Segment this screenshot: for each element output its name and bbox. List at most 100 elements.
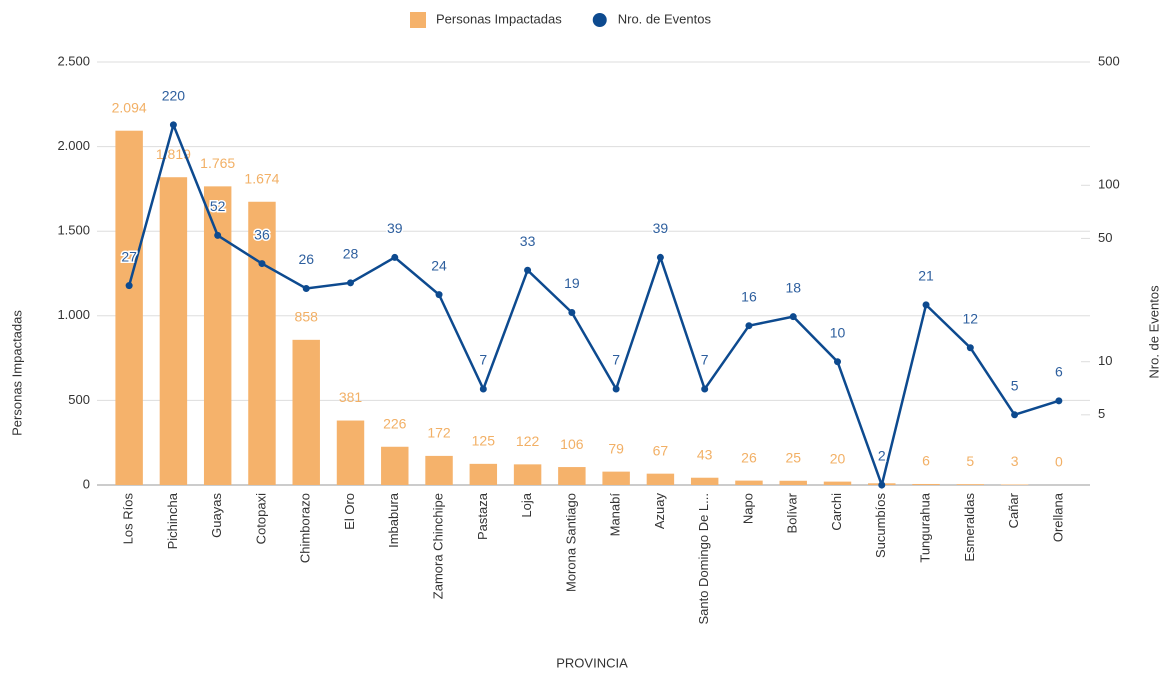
bar-value-label: 1.674	[244, 170, 279, 186]
line-value-label: 2	[878, 448, 886, 464]
line-point	[214, 231, 222, 239]
bar	[425, 455, 453, 485]
legend-swatch	[410, 12, 426, 28]
y-tick-label: 2.500	[57, 53, 90, 68]
bar-value-label: 79	[608, 440, 624, 456]
bar	[779, 480, 807, 485]
line-point	[347, 279, 354, 287]
x-tick-label: El Oro	[342, 493, 357, 530]
y-tick-label: 1.500	[57, 223, 90, 238]
bar	[115, 130, 143, 486]
line-point	[612, 385, 620, 393]
bar-value-label: 226	[383, 415, 407, 431]
bar	[469, 463, 498, 485]
line-point	[568, 309, 576, 317]
line-point	[745, 322, 753, 330]
x-tick-label: Napo	[740, 493, 755, 524]
bar	[602, 471, 630, 485]
line-value-label: 28	[343, 246, 359, 262]
bar	[735, 480, 763, 485]
bar-value-label: 381	[339, 389, 363, 405]
line-point	[966, 344, 974, 352]
line-point	[789, 313, 797, 321]
line-value-label: 6	[1055, 364, 1063, 380]
y2-tick-label: 100	[1098, 177, 1120, 192]
bar-value-label: 1.765	[200, 155, 235, 171]
x-tick-label: Santo Domingo De L...	[696, 493, 711, 625]
line-value-label: 52	[210, 198, 226, 214]
bar-value-label: 6	[922, 453, 930, 469]
line-value-label: 39	[653, 220, 669, 236]
line-point	[435, 291, 443, 299]
bar	[336, 420, 365, 485]
x-tick-label: Loja	[519, 492, 534, 517]
line-value-label: 19	[564, 275, 580, 291]
bar	[646, 473, 675, 485]
bar	[381, 446, 409, 485]
y2-tick-label: 500	[1098, 53, 1120, 68]
bar-value-label: 67	[653, 442, 669, 458]
bar-value-label: 125	[472, 433, 496, 449]
y2-axis-title: Nro. de Eventos	[1146, 285, 1161, 379]
line-value-label: 36	[254, 226, 270, 242]
x-tick-label: Tungurahua	[917, 492, 932, 562]
bar-value-label: 0	[1055, 454, 1063, 470]
x-tick-label: Guayas	[209, 493, 224, 538]
bar-value-label: 26	[741, 449, 757, 465]
line-point	[479, 385, 487, 393]
bar	[690, 477, 719, 485]
line-point	[1011, 411, 1019, 419]
line-value-label: 7	[612, 352, 620, 368]
bar-value-label: 122	[516, 433, 540, 449]
x-tick-label: Morona Santiago	[563, 493, 578, 592]
y2-tick-label: 5	[1098, 406, 1105, 421]
x-tick-label: Azuay	[652, 493, 667, 530]
bar	[248, 201, 276, 485]
y-tick-label: 0	[83, 476, 90, 491]
line-point	[1055, 397, 1063, 405]
bar-value-label: 858	[295, 309, 319, 325]
bar	[513, 464, 542, 485]
line-value-label: 7	[479, 352, 487, 368]
line-point	[922, 301, 930, 309]
line-value-label: 220	[162, 88, 186, 104]
bar-value-label: 106	[560, 436, 584, 452]
y2-tick-label: 50	[1098, 230, 1112, 245]
x-tick-label: Cañar	[1006, 492, 1021, 528]
y2-tick-label: 10	[1098, 353, 1112, 368]
bar	[558, 467, 586, 485]
line-value-label: 18	[785, 279, 801, 295]
x-tick-label: Cotopaxi	[253, 493, 268, 544]
x-axis-title: PROVINCIA	[556, 655, 628, 670]
legend-swatch	[592, 13, 607, 27]
x-tick-label: Los Ríos	[121, 493, 136, 545]
line-value-label: 21	[918, 268, 934, 284]
line-point	[125, 282, 133, 290]
bar-value-label: 2.094	[112, 99, 147, 115]
x-tick-label: Chimborazo	[298, 493, 313, 563]
bar-value-label: 25	[785, 449, 801, 465]
line-value-label: 26	[298, 251, 314, 267]
x-tick-label: Zamora Chinchipe	[430, 493, 445, 599]
line-value-label: 16	[741, 288, 757, 304]
line-point	[169, 121, 177, 129]
bar	[203, 186, 232, 485]
line-point	[391, 253, 399, 261]
line-point	[834, 358, 841, 366]
x-tick-label: Esmeraldas	[962, 493, 977, 562]
x-tick-label: Manabí	[608, 493, 623, 537]
line-value-label: 5	[1011, 378, 1019, 394]
line-value-label: 24	[431, 257, 447, 273]
bar	[912, 483, 940, 485]
x-tick-label: Bolívar	[785, 492, 800, 533]
line-value-label: 10	[830, 324, 846, 340]
line-value-label: 7	[701, 352, 709, 368]
y-tick-label: 500	[68, 392, 90, 407]
bar-value-label: 43	[697, 446, 713, 462]
bar	[823, 481, 852, 485]
bar-value-label: 20	[830, 450, 846, 466]
line-value-label: 39	[387, 220, 403, 236]
line	[127, 120, 1060, 490]
x-tick-label: Pastaza	[475, 492, 490, 540]
